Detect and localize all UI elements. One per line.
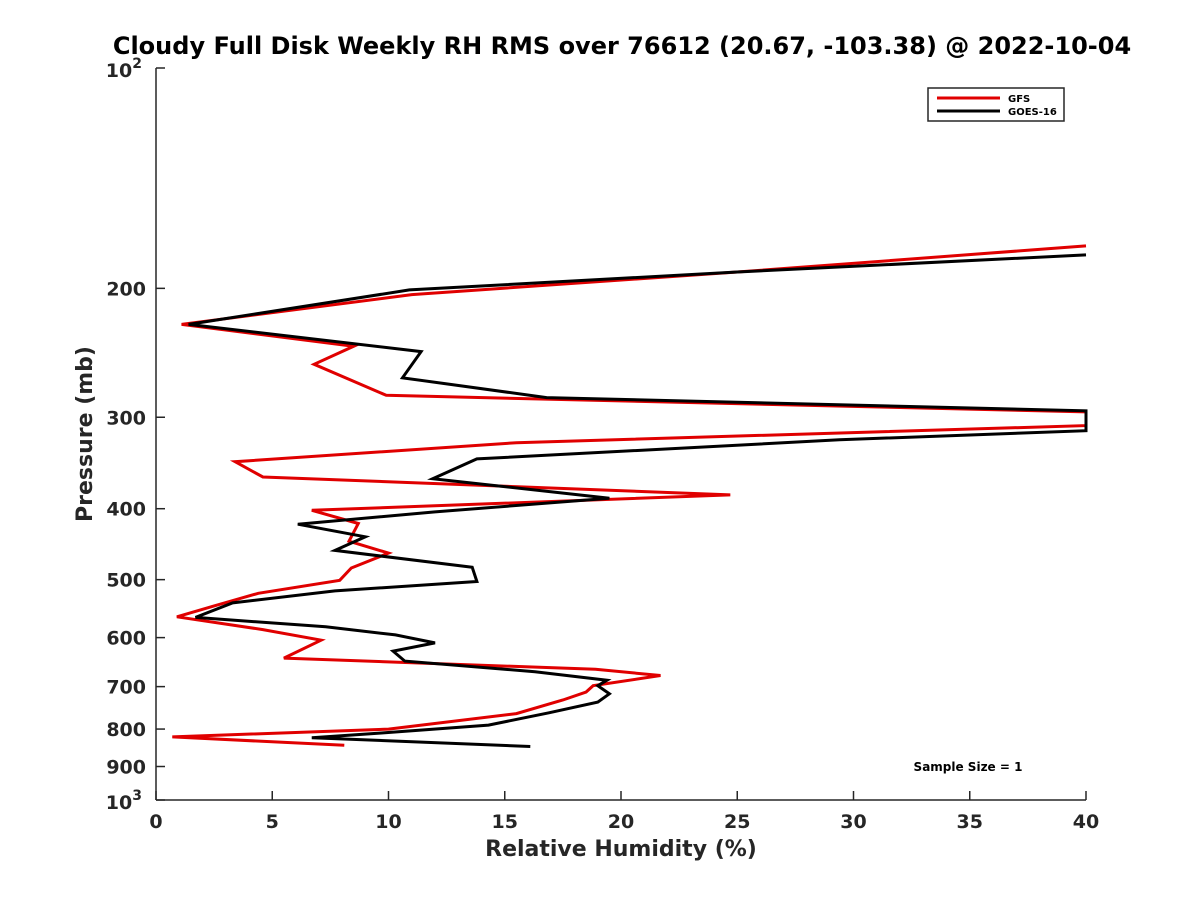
x-ticks: 0 5 10 15 20 25 30 35 40 bbox=[149, 791, 1099, 833]
y-tick-base: 10 bbox=[106, 792, 132, 814]
x-tick-label: 35 bbox=[957, 811, 983, 833]
legend-label-goes-16: GOES-16 bbox=[1008, 107, 1057, 118]
series-line-gfs bbox=[172, 244, 1088, 747]
plot-area: 0 5 10 15 20 25 30 35 40 10220030040050060070080… bbox=[106, 56, 1099, 833]
y-tick-label: 400 bbox=[106, 499, 146, 521]
y-tick-label-power: 102 bbox=[106, 56, 142, 82]
y-axis-label: Pressure (mb) bbox=[73, 346, 98, 522]
series-layer bbox=[172, 244, 1088, 748]
y-tick-exponent: 2 bbox=[132, 56, 142, 72]
x-tick-label: 40 bbox=[1073, 811, 1099, 833]
legend-entries: GFS GOES-16 bbox=[937, 94, 1057, 118]
y-tick-label: 800 bbox=[106, 719, 146, 741]
y-tick-label: 700 bbox=[106, 677, 146, 699]
y-tick-label: 600 bbox=[106, 628, 146, 650]
x-tick-label: 30 bbox=[840, 811, 866, 833]
y-tick-base: 10 bbox=[106, 60, 132, 82]
y-tick-label: 200 bbox=[106, 278, 146, 300]
legend-label-gfs: GFS bbox=[1008, 94, 1030, 105]
x-tick-label: 5 bbox=[266, 811, 279, 833]
series-line-goes-16 bbox=[188, 253, 1088, 748]
x-tick-label: 20 bbox=[608, 811, 634, 833]
x-axis-label: Relative Humidity (%) bbox=[485, 837, 757, 862]
y-tick-label: 300 bbox=[106, 407, 146, 429]
legend: GFS GOES-16 bbox=[927, 87, 1065, 122]
x-tick-label: 0 bbox=[149, 811, 162, 833]
chart-title: Cloudy Full Disk Weekly RH RMS over 7661… bbox=[113, 32, 1131, 60]
x-tick-label: 15 bbox=[492, 811, 518, 833]
x-tick-label: 10 bbox=[375, 811, 401, 833]
y-tick-exponent: 3 bbox=[132, 788, 142, 804]
y-tick-label-power: 103 bbox=[106, 788, 142, 814]
y-tick-label: 500 bbox=[106, 570, 146, 592]
y-tick-label: 900 bbox=[106, 757, 146, 779]
sample-size-note: Sample Size = 1 bbox=[914, 760, 1023, 774]
legend-box bbox=[927, 87, 1065, 122]
x-tick-label: 25 bbox=[724, 811, 750, 833]
